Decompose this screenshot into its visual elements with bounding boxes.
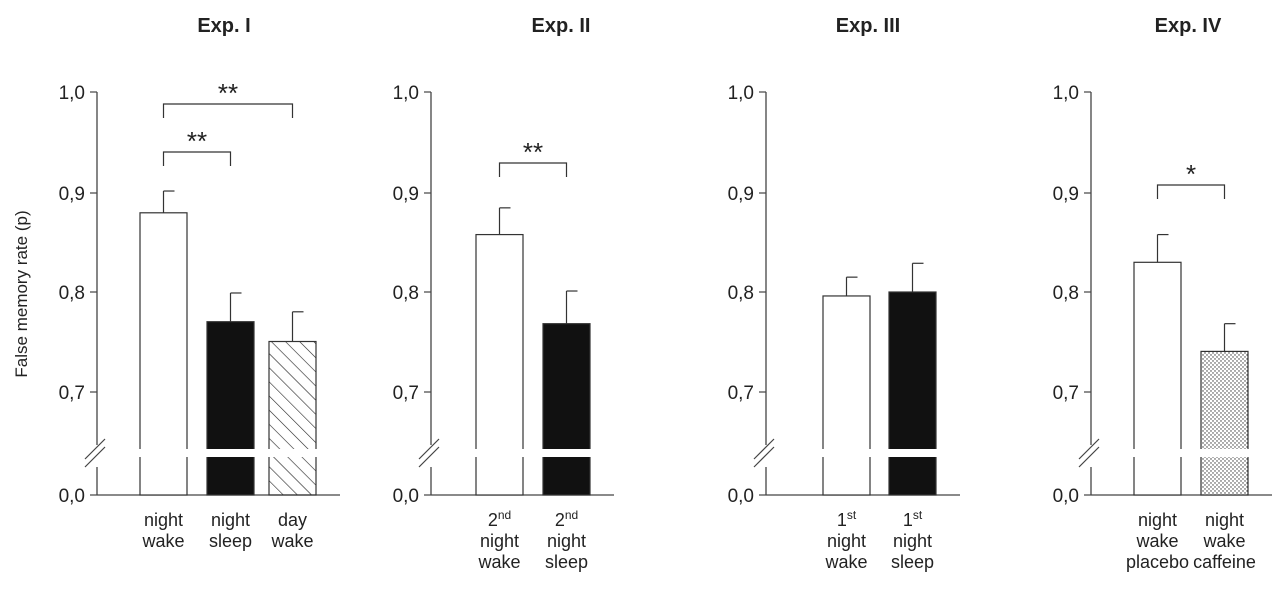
y-tick-label: 0,7 bbox=[1053, 383, 1079, 404]
category-label: wake bbox=[824, 552, 867, 572]
axis-break-mark bbox=[1078, 438, 1100, 460]
significance-bracket bbox=[1156, 184, 1226, 199]
category-label: wake bbox=[270, 531, 313, 551]
category-label-superscript: st bbox=[847, 508, 857, 522]
y-tick-label: 1,0 bbox=[59, 83, 85, 104]
y-tick-label: 0,0 bbox=[1053, 486, 1079, 507]
bar-break-gap bbox=[206, 449, 255, 457]
significance-label: ** bbox=[218, 78, 238, 108]
bar-break-gap bbox=[139, 449, 188, 457]
category-label: 2nd bbox=[555, 508, 578, 530]
bar-break-gap bbox=[475, 449, 524, 457]
y-tick-label: 0,0 bbox=[59, 486, 85, 507]
bar bbox=[542, 323, 591, 496]
axis-break-mark bbox=[1078, 446, 1100, 468]
bar-break-gap bbox=[542, 449, 591, 457]
y-tick-label: 0,9 bbox=[1053, 184, 1079, 205]
y-tick-label: 0,9 bbox=[728, 184, 754, 205]
category-label: caffeine bbox=[1193, 552, 1256, 572]
panel-1: Exp. I1,00,90,80,70,0nightwakenightsleep… bbox=[59, 15, 340, 551]
significance-label: ** bbox=[187, 126, 207, 156]
axis-break-mark bbox=[84, 438, 106, 460]
y-tick-label: 0,8 bbox=[728, 283, 754, 304]
category-label: 1st bbox=[903, 508, 923, 530]
category-label-superscript: nd bbox=[565, 508, 578, 522]
bar bbox=[1133, 261, 1182, 496]
y-tick-label: 0,7 bbox=[59, 383, 85, 404]
significance-label: ** bbox=[523, 137, 543, 167]
bar bbox=[139, 212, 188, 496]
category-label: night bbox=[547, 531, 586, 551]
significance-bracket bbox=[162, 103, 294, 118]
significance-bracket bbox=[498, 162, 568, 177]
y-tick-label: 0,7 bbox=[393, 383, 419, 404]
bar-break-gap bbox=[268, 449, 317, 457]
axis-break-mark bbox=[84, 446, 106, 468]
y-tick-label: 1,0 bbox=[728, 83, 754, 104]
category-label: night bbox=[827, 531, 866, 551]
category-label: wake bbox=[477, 552, 520, 572]
panel-4: Exp. IV1,00,90,80,70,0nightwakeplaceboni… bbox=[1053, 15, 1272, 572]
panels: Exp. I1,00,90,80,70,0nightwakenightsleep… bbox=[59, 15, 1272, 572]
y-tick-label: 0,8 bbox=[393, 283, 419, 304]
category-label: wake bbox=[1202, 531, 1245, 551]
significance-label: * bbox=[1186, 159, 1196, 189]
category-label: night bbox=[480, 531, 519, 551]
bar bbox=[206, 321, 255, 496]
y-tick-label: 0,8 bbox=[59, 283, 85, 304]
category-label: day bbox=[278, 510, 307, 530]
y-axis-label: False memory rate (p) bbox=[12, 210, 31, 377]
y-tick-label: 1,0 bbox=[1053, 83, 1079, 104]
bar bbox=[1200, 350, 1249, 496]
axis-break-mark bbox=[418, 446, 440, 468]
panel-title: Exp. III bbox=[836, 15, 900, 37]
bar-break-gap bbox=[822, 449, 871, 457]
y-tick-label: 0,0 bbox=[393, 486, 419, 507]
y-tick-label: 1,0 bbox=[393, 83, 419, 104]
category-label: 1st bbox=[837, 508, 857, 530]
y-tick-label: 0,8 bbox=[1053, 283, 1079, 304]
y-tick-label: 0,9 bbox=[393, 184, 419, 205]
category-label: wake bbox=[141, 531, 184, 551]
category-label-superscript: st bbox=[913, 508, 923, 522]
bar bbox=[268, 340, 317, 496]
category-label: night bbox=[1138, 510, 1177, 530]
panel-title: Exp. II bbox=[532, 15, 591, 37]
significance-bracket bbox=[162, 151, 232, 166]
panel-2: Exp. II1,00,90,80,70,02ndnightwake2ndnig… bbox=[393, 15, 614, 572]
category-label-superscript: nd bbox=[498, 508, 511, 522]
y-tick-label: 0,9 bbox=[59, 184, 85, 205]
category-label: night bbox=[893, 531, 932, 551]
category-label: night bbox=[144, 510, 183, 530]
panel-title: Exp. IV bbox=[1155, 15, 1222, 37]
y-tick-label: 0,0 bbox=[728, 486, 754, 507]
category-label: night bbox=[1205, 510, 1244, 530]
category-label: 2nd bbox=[488, 508, 511, 530]
bar-break-gap bbox=[888, 449, 937, 457]
axis-break-mark bbox=[418, 438, 440, 460]
bar bbox=[822, 295, 871, 496]
bar-break-gap bbox=[1200, 449, 1249, 457]
axis-break-mark bbox=[753, 438, 775, 460]
category-label: sleep bbox=[209, 531, 252, 551]
category-label: night bbox=[211, 510, 250, 530]
category-label: placebo bbox=[1126, 552, 1189, 572]
category-label: sleep bbox=[891, 552, 934, 572]
category-label: sleep bbox=[545, 552, 588, 572]
panel-3: Exp. III1,00,90,80,70,01stnightwake1stni… bbox=[728, 15, 960, 572]
category-label: wake bbox=[1135, 531, 1178, 551]
axis-break-mark bbox=[753, 446, 775, 468]
bar-break-gap bbox=[1133, 449, 1182, 457]
y-tick-label: 0,7 bbox=[728, 383, 754, 404]
panel-title: Exp. I bbox=[197, 15, 250, 37]
bar bbox=[888, 291, 937, 496]
